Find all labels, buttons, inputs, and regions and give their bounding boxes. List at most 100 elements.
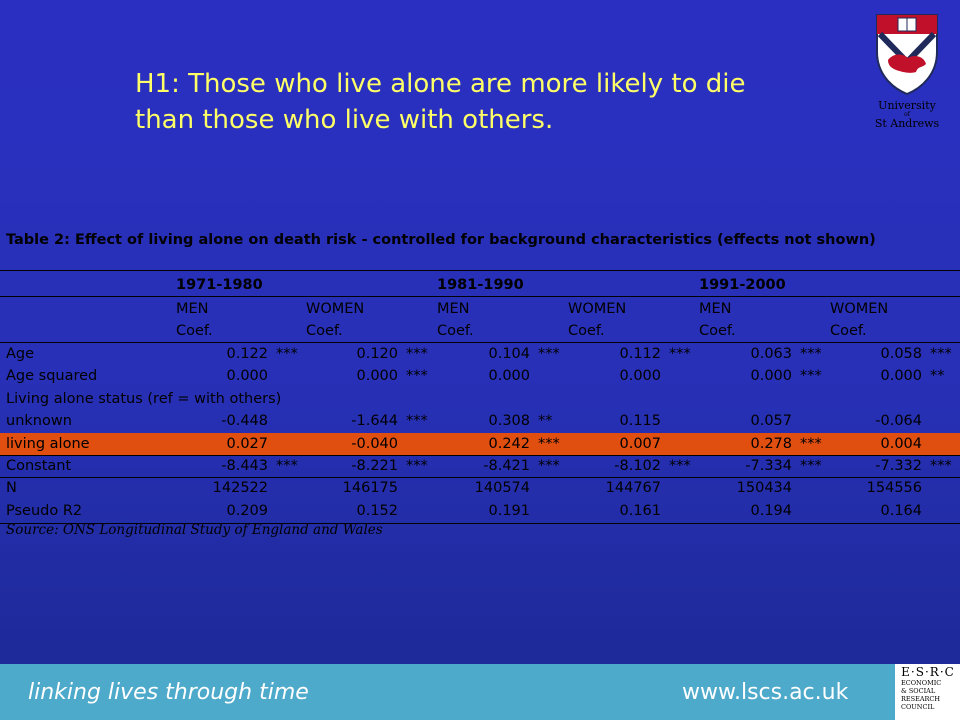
footer-website: www.lscs.ac.uk <box>682 680 849 705</box>
coef-value: 0.063 <box>750 346 792 362</box>
coef-header: Coef. <box>830 323 867 339</box>
significance-stars: *** <box>669 346 691 362</box>
table-rule-bottom <box>0 523 960 524</box>
significance-stars: *** <box>800 458 822 474</box>
coef-value: 0.004 <box>880 436 922 452</box>
coef-value: 0.058 <box>880 346 922 362</box>
significance-stars: ** <box>538 413 553 429</box>
highlight-row-band <box>0 433 960 455</box>
coef-value: 0.027 <box>226 436 268 452</box>
university-crest-icon <box>876 14 938 96</box>
coef-value: -0.448 <box>221 413 268 429</box>
coef-header: Coef. <box>306 323 343 339</box>
coef-value: 154556 <box>866 480 922 496</box>
coef-value: -0.064 <box>875 413 922 429</box>
coef-value: 0.000 <box>356 368 398 384</box>
significance-stars: *** <box>930 458 952 474</box>
coef-value: -8.443 <box>221 458 268 474</box>
coef-value: -8.421 <box>483 458 530 474</box>
significance-stars: *** <box>406 413 428 429</box>
university-logo: University of St Andrews <box>866 12 948 142</box>
sex-header: WOMEN <box>830 301 889 317</box>
coef-value: -8.102 <box>614 458 661 474</box>
coef-header: Coef. <box>176 323 213 339</box>
period-header: 1991-2000 <box>699 277 786 293</box>
esrc-word-4: COUNCIL <box>901 703 935 711</box>
wordmark-line-1: University <box>878 99 936 112</box>
esrc-logo: E·S·R·C ECONOMIC & SOCIAL RESEARCH COUNC… <box>895 664 960 720</box>
significance-stars: *** <box>406 458 428 474</box>
coef-value: 0.122 <box>226 346 268 362</box>
significance-stars: *** <box>800 346 822 362</box>
significance-stars: *** <box>800 368 822 384</box>
slide-headline: H1: Those who live alone are more likely… <box>135 66 835 138</box>
university-wordmark: University of St Andrews <box>866 100 948 130</box>
esrc-word-3: RESEARCH <box>901 695 941 703</box>
coef-header: Coef. <box>699 323 736 339</box>
significance-stars: *** <box>669 458 691 474</box>
significance-stars: *** <box>800 436 822 452</box>
significance-stars: *** <box>538 346 560 362</box>
significance-stars: *** <box>930 346 952 362</box>
esrc-words: ECONOMIC & SOCIAL RESEARCH COUNCIL <box>901 679 941 711</box>
table-rule-header <box>0 342 960 343</box>
coef-value: 0.000 <box>226 368 268 384</box>
table-rule-constant <box>0 455 960 456</box>
wordmark-line-2: of <box>904 111 910 118</box>
significance-stars: *** <box>538 458 560 474</box>
row-label: Pseudo R2 <box>6 503 83 519</box>
coef-value: -8.221 <box>351 458 398 474</box>
table-rule-top <box>0 270 960 271</box>
significance-stars: *** <box>276 458 298 474</box>
coef-value: 0.308 <box>488 413 530 429</box>
coef-value: 150434 <box>736 480 792 496</box>
coef-value: 0.000 <box>880 368 922 384</box>
row-label: Living alone status (ref = with others) <box>6 391 282 407</box>
coef-value: 0.194 <box>750 503 792 519</box>
headline-line-1: H1: Those who live alone are more likely… <box>135 69 746 99</box>
coef-value: 142522 <box>212 480 268 496</box>
row-label: Age squared <box>6 368 98 384</box>
row-label: unknown <box>6 413 72 429</box>
footer-tagline: linking lives through time <box>28 680 309 705</box>
coef-value: -1.644 <box>351 413 398 429</box>
significance-stars: *** <box>276 346 298 362</box>
coef-value: 0.152 <box>356 503 398 519</box>
sex-header: MEN <box>176 301 209 317</box>
coef-value: 0.057 <box>750 413 792 429</box>
coef-value: 0.161 <box>619 503 661 519</box>
table-source-note: Source: ONS Longitudinal Study of Englan… <box>6 522 383 538</box>
coef-value: 0.000 <box>619 368 661 384</box>
coef-value: 146175 <box>342 480 398 496</box>
significance-stars: ** <box>930 368 945 384</box>
coef-value: -7.334 <box>745 458 792 474</box>
table-rule-n <box>0 477 960 478</box>
coef-value: 0.104 <box>488 346 530 362</box>
sex-header: MEN <box>699 301 732 317</box>
row-label: Constant <box>6 458 72 474</box>
coef-value: 0.115 <box>619 413 661 429</box>
sex-header: WOMEN <box>568 301 627 317</box>
coef-header: Coef. <box>437 323 474 339</box>
coef-value: 0.007 <box>619 436 661 452</box>
significance-stars: *** <box>406 346 428 362</box>
coef-value: 140574 <box>474 480 530 496</box>
wordmark-line-3: St Andrews <box>874 117 940 130</box>
esrc-word-2: & SOCIAL <box>901 687 936 695</box>
coef-value: 0.164 <box>880 503 922 519</box>
significance-stars: *** <box>538 436 560 452</box>
esrc-word-1: ECONOMIC <box>901 679 942 687</box>
coef-value: 0.191 <box>488 503 530 519</box>
coef-value: 0.000 <box>488 368 530 384</box>
sex-header: WOMEN <box>306 301 365 317</box>
table-rule-periods <box>0 296 960 297</box>
coef-value: 0.278 <box>750 436 792 452</box>
significance-stars: *** <box>406 368 428 384</box>
coef-header: Coef. <box>568 323 605 339</box>
coef-value: 0.000 <box>750 368 792 384</box>
sex-header: MEN <box>437 301 470 317</box>
period-header: 1971-1980 <box>176 277 263 293</box>
esrc-mark: E·S·R·C <box>901 665 955 679</box>
headline-line-2: than those who live with others. <box>135 105 554 135</box>
